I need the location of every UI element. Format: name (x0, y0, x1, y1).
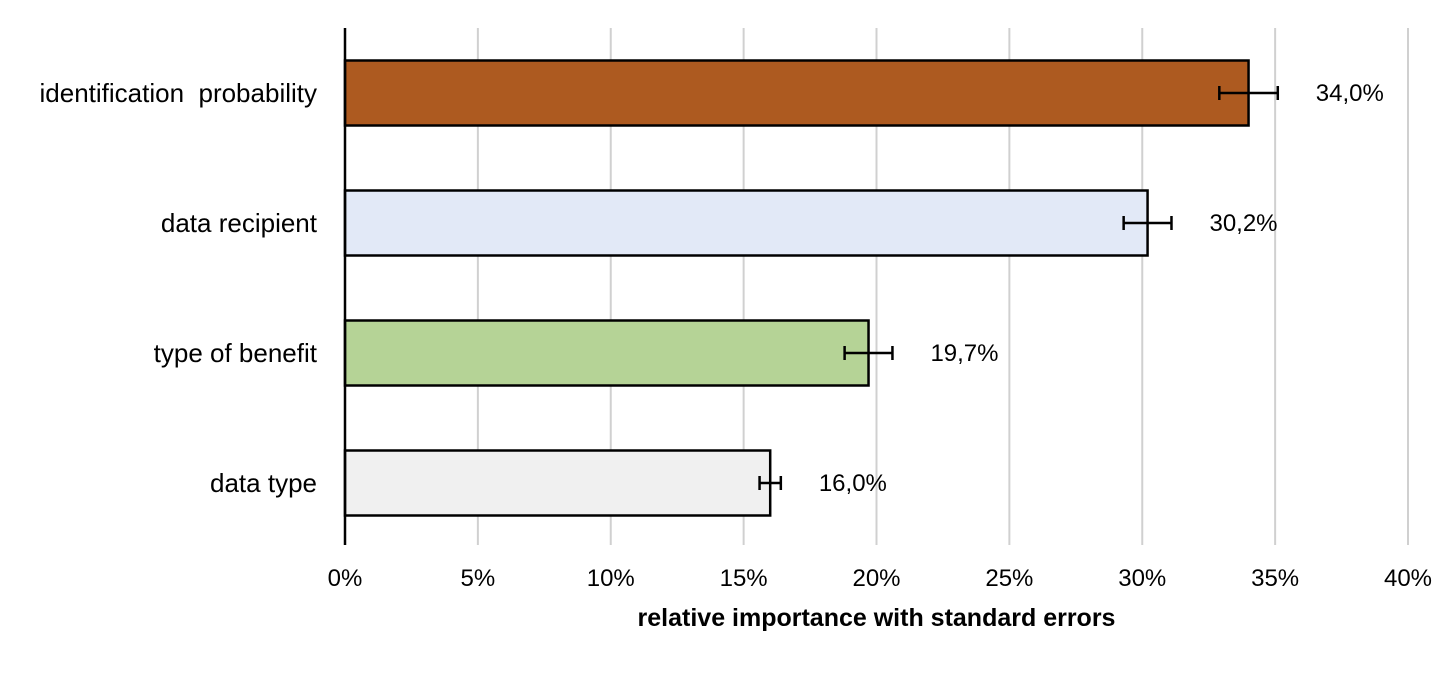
category-label: type of benefit (154, 338, 318, 368)
bar (343, 59, 1250, 127)
x-tick-label: 20% (852, 565, 900, 592)
category-labels: identification probability data recipient… (40, 78, 318, 498)
x-tick-label: 15% (720, 565, 768, 592)
value-label: 19,7% (930, 340, 998, 367)
x-tick-label: 40% (1384, 565, 1432, 592)
value-label: 34,0% (1316, 80, 1384, 107)
error-bar (1218, 86, 1280, 100)
category-label: identification probability (40, 78, 318, 108)
value-labels: 34,0% 30,2% 19,7% 16,0% (819, 80, 1384, 497)
category-label: data recipient (161, 208, 318, 238)
x-tick-label: 30% (1118, 565, 1166, 592)
value-label: 30,2% (1209, 210, 1277, 237)
x-axis-title: relative importance with standard errors (638, 604, 1116, 632)
x-tick-label: 0% (328, 565, 363, 592)
bar (343, 189, 1149, 257)
value-label: 16,0% (819, 470, 887, 497)
x-tick-label: 25% (985, 565, 1033, 592)
bar (343, 319, 870, 387)
x-tick-labels: 0% 5% 10% 15% 20% 25% 30% 35% 40% (328, 565, 1432, 592)
error-bar (1122, 216, 1173, 230)
error-bar (843, 346, 894, 360)
error-bar (758, 476, 783, 490)
bar (343, 449, 772, 517)
x-tick-label: 35% (1251, 565, 1299, 592)
category-label: data type (210, 468, 317, 498)
bars (343, 59, 1250, 517)
error-bars (758, 86, 1280, 490)
x-tick-label: 10% (587, 565, 635, 592)
x-tick-label: 5% (461, 565, 496, 592)
